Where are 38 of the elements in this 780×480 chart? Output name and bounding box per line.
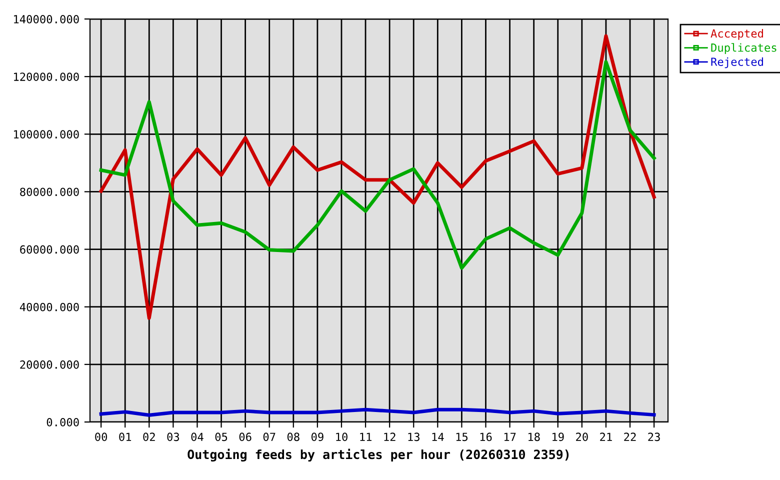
x-tick-label: 03: [167, 432, 180, 442]
x-tick-label: 23: [648, 432, 660, 442]
x-axis-title: Outgoing feeds by articles per hour (20260310 2359): [188, 448, 569, 462]
y-tick-label: 100000.000: [14, 130, 79, 139]
legend-label: Accepted: [710, 29, 763, 40]
x-tick-label: 15: [456, 432, 468, 442]
y-tick-label: 80000.000: [20, 188, 79, 196]
x-tick-label: 12: [384, 432, 396, 441]
x-tick-label: 10: [336, 432, 348, 442]
x-tick-label: 00: [95, 432, 108, 442]
x-tick-label: 13: [408, 432, 420, 442]
y-tick-label: 120000.000: [14, 72, 79, 81]
y-tick-label: 0.000: [46, 418, 79, 426]
x-tick-label: 20: [576, 432, 588, 442]
x-tick-label: 19: [552, 432, 564, 442]
y-tick-label: 40000.000: [20, 302, 79, 312]
x-tick-label: 18: [528, 432, 540, 442]
x-tick-label: 17: [504, 432, 516, 441]
y-tick-label: 20000.000: [20, 360, 79, 369]
x-tick-label: 08: [287, 432, 300, 442]
line-series: [99, 60, 656, 270]
legend-label: Rejected: [711, 57, 763, 68]
x-tick-label: 02: [143, 432, 155, 442]
x-tick-label: 07: [263, 432, 276, 442]
x-tick-label: 22: [624, 432, 636, 441]
y-tick-label: 60000.000: [20, 245, 79, 254]
x-tick-label: 21: [600, 432, 612, 441]
x-tick-label: 09: [311, 432, 324, 442]
x-tick-label: 06: [239, 432, 252, 442]
x-tick-label: 01: [119, 432, 132, 442]
x-tick-label: 16: [480, 432, 492, 442]
legend-label: Duplicates: [711, 43, 776, 54]
line-series: [99, 34, 656, 320]
x-tick-label: 05: [215, 432, 228, 442]
x-tick-label: 04: [191, 432, 204, 442]
x-tick-label: 11: [360, 432, 372, 441]
x-tick-label: 14: [432, 432, 444, 441]
y-tick-label: 140000.000: [14, 15, 79, 24]
